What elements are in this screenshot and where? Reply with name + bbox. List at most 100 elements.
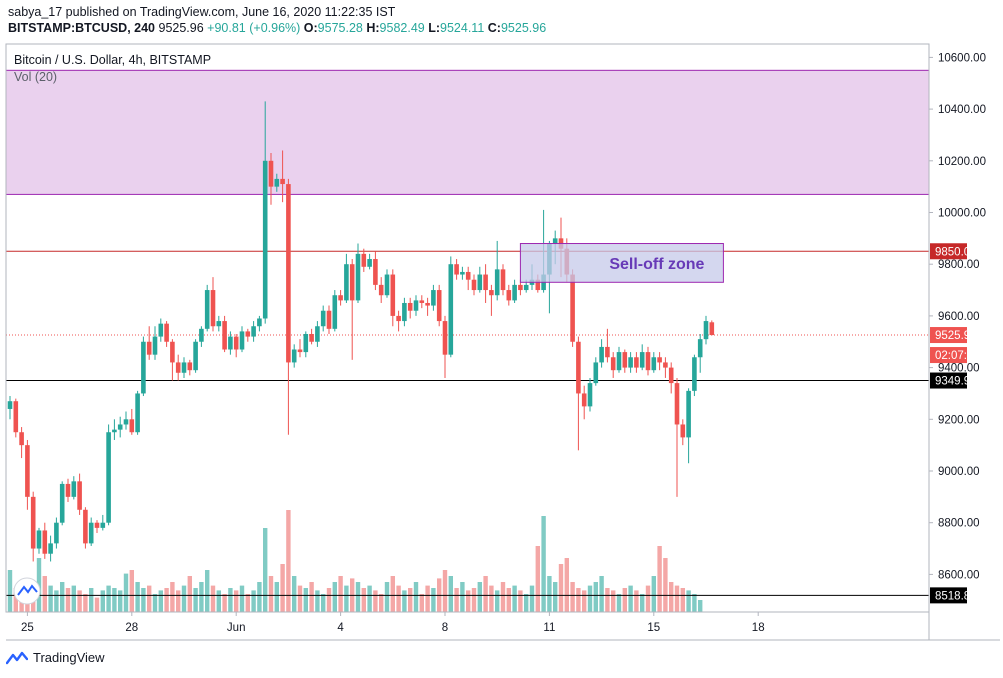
candle[interactable] <box>222 321 227 350</box>
candle[interactable] <box>19 432 24 446</box>
candle[interactable] <box>25 445 30 497</box>
candle[interactable] <box>158 323 164 337</box>
candle[interactable] <box>442 321 448 355</box>
candle[interactable] <box>245 331 251 337</box>
candle[interactable] <box>523 284 529 291</box>
candle[interactable] <box>367 259 372 267</box>
candle[interactable] <box>216 321 222 327</box>
candle[interactable] <box>141 341 146 394</box>
candle[interactable] <box>54 522 59 544</box>
candle[interactable] <box>30 496 36 549</box>
candle[interactable] <box>164 323 169 342</box>
candle[interactable] <box>274 178 280 187</box>
candle[interactable] <box>407 302 413 311</box>
candle[interactable] <box>610 357 616 371</box>
brand-footer[interactable]: TradingView <box>6 650 105 665</box>
candle[interactable] <box>349 264 355 301</box>
candle[interactable] <box>570 274 575 342</box>
candle[interactable] <box>431 290 436 306</box>
candle[interactable] <box>483 274 488 291</box>
candle[interactable] <box>286 184 291 363</box>
candle[interactable] <box>210 290 216 327</box>
candle[interactable] <box>593 362 599 384</box>
candle[interactable] <box>303 333 309 353</box>
candle[interactable] <box>378 284 384 296</box>
candle[interactable] <box>332 295 338 329</box>
candle[interactable] <box>135 393 140 433</box>
candle[interactable] <box>88 522 94 544</box>
candle[interactable] <box>639 352 645 368</box>
candle[interactable] <box>651 357 657 371</box>
candle[interactable] <box>471 279 477 291</box>
candle[interactable] <box>703 321 709 340</box>
candle[interactable] <box>193 341 198 371</box>
candle[interactable] <box>7 401 13 409</box>
candle[interactable] <box>233 336 239 350</box>
candle[interactable] <box>83 509 88 544</box>
candle[interactable] <box>436 290 442 322</box>
candle[interactable] <box>100 522 106 528</box>
candle[interactable] <box>697 339 703 358</box>
candle[interactable] <box>645 352 651 371</box>
candle[interactable] <box>13 401 19 433</box>
candle[interactable] <box>663 362 668 368</box>
candle[interactable] <box>94 522 100 528</box>
candle[interactable] <box>320 310 326 327</box>
candle[interactable] <box>187 362 193 371</box>
candle[interactable] <box>257 318 262 327</box>
candle[interactable] <box>425 302 430 306</box>
candle[interactable] <box>512 284 517 301</box>
candle[interactable] <box>692 357 697 391</box>
candle[interactable] <box>199 328 204 342</box>
candle[interactable] <box>506 290 512 301</box>
candle[interactable] <box>500 269 506 291</box>
candle[interactable] <box>280 178 285 185</box>
candle[interactable] <box>181 362 187 373</box>
candle[interactable] <box>465 271 471 280</box>
candle[interactable] <box>402 302 407 322</box>
candle[interactable] <box>175 362 181 373</box>
candle[interactable] <box>384 274 390 296</box>
candle[interactable] <box>59 483 65 523</box>
candle[interactable] <box>262 160 268 319</box>
candle[interactable] <box>297 349 303 353</box>
candle[interactable] <box>680 424 686 438</box>
candle[interactable] <box>251 326 256 337</box>
candle[interactable] <box>355 253 361 301</box>
candle[interactable] <box>460 271 465 275</box>
candle[interactable] <box>657 357 662 363</box>
candle[interactable] <box>309 333 314 342</box>
candle[interactable] <box>622 352 628 368</box>
sell-off-zone[interactable] <box>519 243 724 283</box>
candle[interactable] <box>326 310 332 329</box>
candle[interactable] <box>494 269 500 296</box>
candle[interactable] <box>71 481 77 497</box>
candle[interactable] <box>373 259 378 285</box>
candle[interactable] <box>628 357 633 368</box>
candle[interactable] <box>228 336 233 350</box>
candle[interactable] <box>552 238 558 244</box>
candle[interactable] <box>668 367 674 384</box>
candle[interactable] <box>361 253 367 267</box>
candle[interactable] <box>674 383 680 425</box>
candle[interactable] <box>344 264 349 301</box>
candle[interactable] <box>117 424 123 430</box>
candle[interactable] <box>129 419 135 433</box>
candle[interactable] <box>239 331 245 350</box>
candle[interactable] <box>709 322 715 336</box>
candle[interactable] <box>36 530 42 549</box>
candle[interactable] <box>535 279 541 291</box>
candle[interactable] <box>42 530 48 554</box>
candle[interactable] <box>454 264 459 275</box>
candle[interactable] <box>77 481 82 510</box>
candle[interactable] <box>686 390 691 438</box>
candle[interactable] <box>448 264 454 355</box>
candle[interactable] <box>65 483 71 497</box>
candle[interactable] <box>152 336 158 355</box>
candle[interactable] <box>48 543 53 554</box>
candle[interactable] <box>146 341 152 355</box>
candle[interactable] <box>170 341 175 363</box>
candle[interactable] <box>315 326 320 342</box>
candle[interactable] <box>599 346 604 363</box>
candle[interactable] <box>518 284 523 291</box>
